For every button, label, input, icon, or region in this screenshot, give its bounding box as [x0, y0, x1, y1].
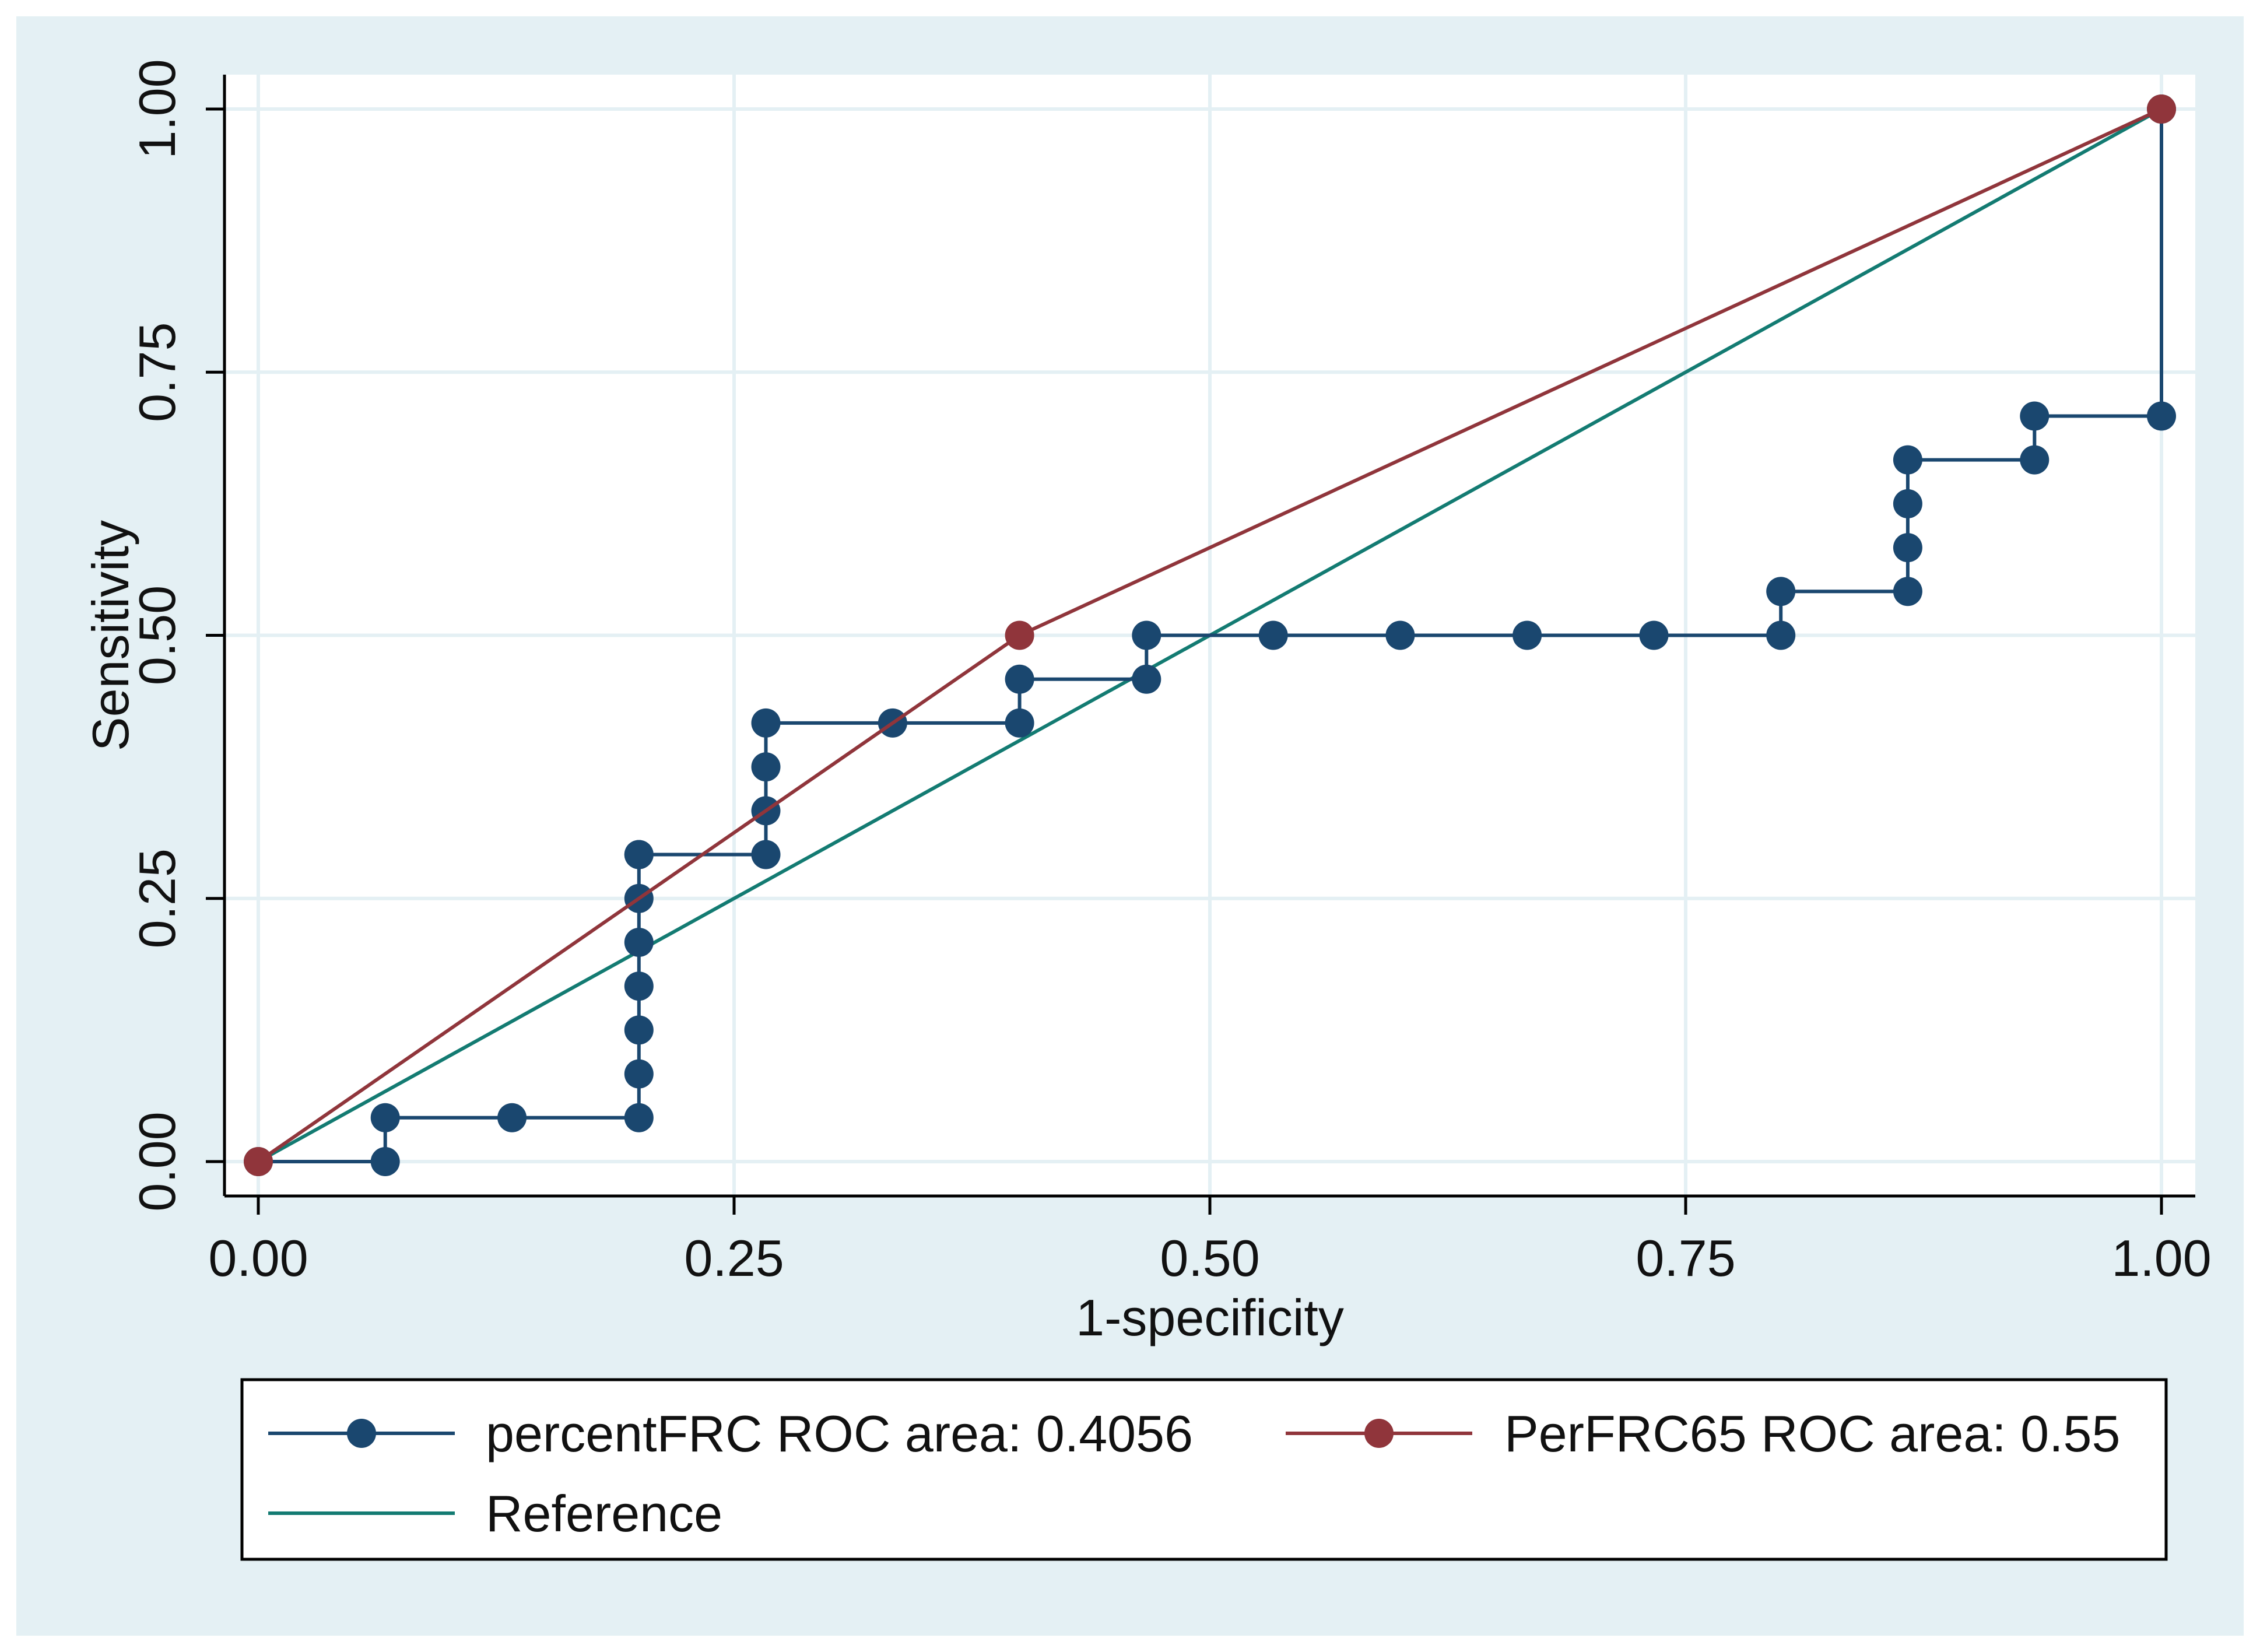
data-point: [1132, 664, 1161, 694]
data-point: [624, 1103, 654, 1132]
legend-label: Reference: [486, 1485, 722, 1542]
legend-swatch-marker: [1364, 1419, 1394, 1448]
y-tick-label: 1.00: [128, 59, 186, 159]
data-point: [1385, 620, 1415, 650]
x-tick-label: 0.00: [208, 1229, 308, 1287]
x-tick-label: 0.75: [1636, 1229, 1735, 1287]
data-point: [1766, 577, 1796, 606]
y-tick-label: 0.75: [128, 322, 186, 422]
legend: percentFRC ROC area: 0.4056 PerFRC65 ROC…: [240, 1378, 2168, 1561]
data-point: [1132, 620, 1161, 650]
legend-swatch-marker: [347, 1419, 376, 1448]
data-point: [751, 708, 781, 738]
data-point: [1893, 577, 1922, 606]
series-1: [244, 94, 2176, 1176]
legend-item-perfrc65: PerFRC65 ROC area: 0.55: [1286, 1405, 2120, 1462]
data-point: [1893, 489, 1922, 518]
x-axis-label: 1-specificity: [1076, 1289, 1344, 1346]
data-point: [2147, 94, 2176, 124]
data-point: [1766, 620, 1796, 650]
data-point: [1258, 620, 1288, 650]
y-tick-label: 0.50: [128, 585, 186, 685]
x-tick-label: 1.00: [2111, 1229, 2211, 1287]
data-point: [624, 1059, 654, 1089]
data-point: [751, 840, 781, 869]
data-point: [2020, 401, 2050, 431]
data-point: [624, 928, 654, 957]
data-point: [2020, 445, 2050, 475]
data-point: [370, 1147, 400, 1176]
series-layer: [244, 94, 2176, 1176]
x-tick-label: 0.50: [1160, 1229, 1259, 1287]
data-point: [244, 1147, 273, 1176]
data-point: [1893, 445, 1922, 475]
data-point: [2147, 401, 2176, 431]
legend-box: [240, 1378, 2168, 1561]
x-tick-label: 0.25: [684, 1229, 784, 1287]
data-point: [624, 1015, 654, 1045]
legend-item-percentfrc: percentFRC ROC area: 0.4056: [268, 1405, 1193, 1462]
data-point: [370, 1103, 400, 1132]
y-tick-label: 0.00: [128, 1111, 186, 1211]
data-point: [1005, 664, 1034, 694]
data-point: [624, 971, 654, 1001]
tick-marks: 0.00 0.25 0.50 0.75 1.00 0.00 0.25 0.50 0.75 1.00: [128, 59, 2212, 1287]
legend-item-reference: Reference: [268, 1485, 722, 1542]
y-tick-label: 0.25: [128, 848, 186, 948]
data-point: [624, 840, 654, 869]
data-point: [1512, 620, 1542, 650]
series-line: [258, 109, 2163, 1163]
data-point: [751, 752, 781, 782]
data-point: [497, 1103, 527, 1132]
data-point: [1639, 620, 1669, 650]
data-point: [1893, 533, 1922, 563]
y-axis-label: Sensitivity: [82, 520, 139, 751]
data-point: [1005, 708, 1034, 738]
legend-label: PerFRC65 ROC area: 0.55: [1504, 1405, 2120, 1462]
data-point: [1005, 620, 1034, 650]
legend-label: percentFRC ROC area: 0.4056: [486, 1405, 1193, 1462]
